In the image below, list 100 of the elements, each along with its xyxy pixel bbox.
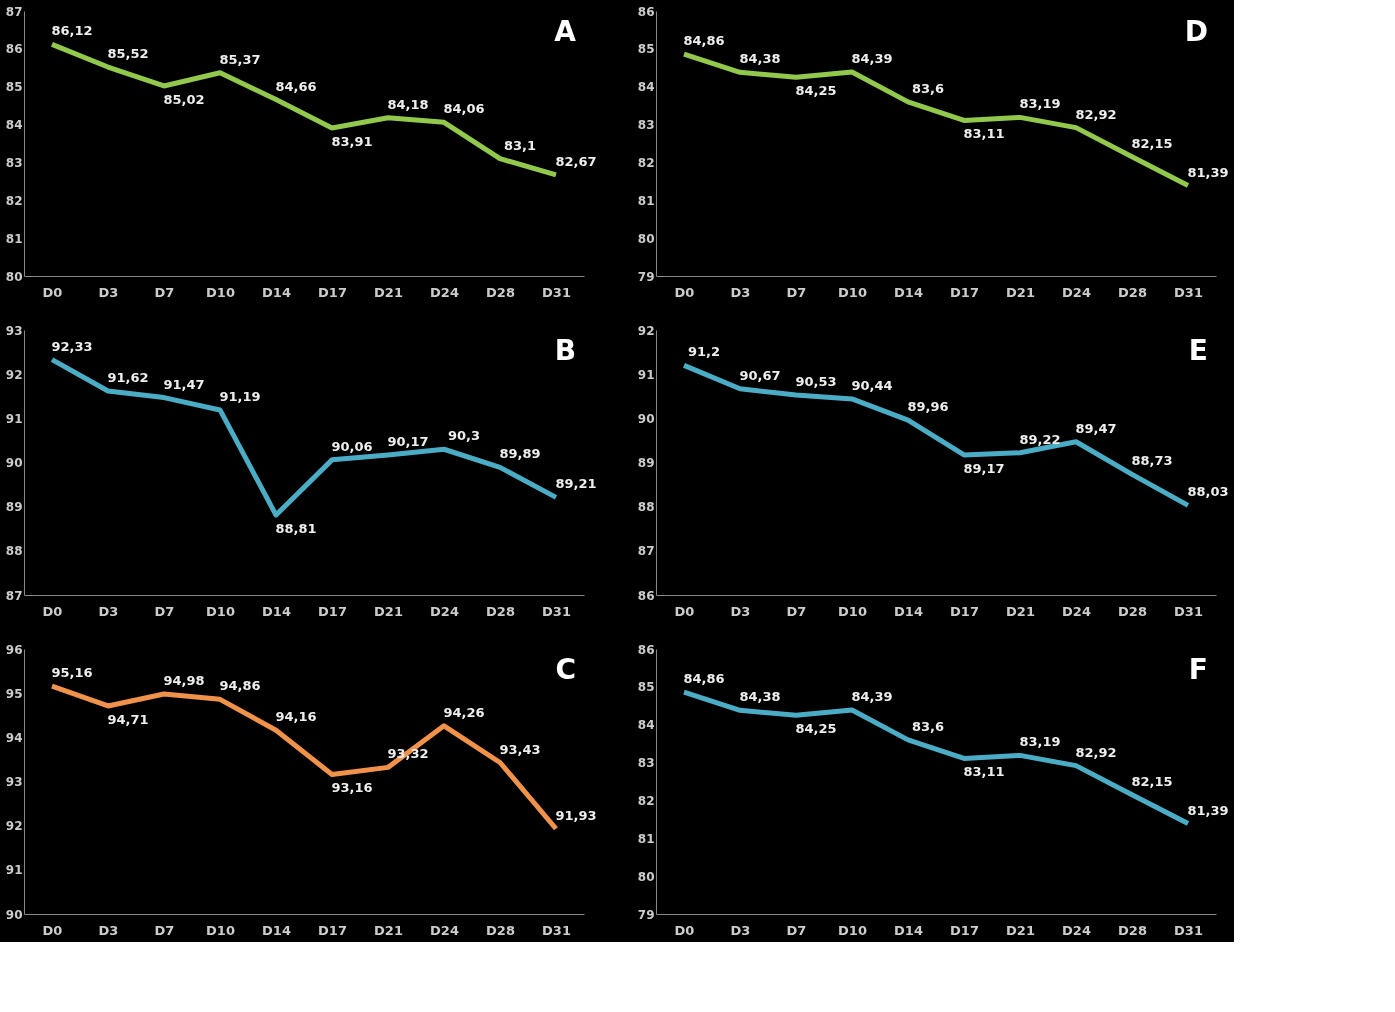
y-tick-label: 86 (637, 4, 655, 19)
data-label: 91,2 (687, 344, 721, 360)
y-tick-label: 92 (637, 323, 655, 338)
annotation: D (1184, 15, 1208, 48)
data-label: 83,11 (963, 126, 1005, 142)
x-tick-label: D0 (674, 284, 695, 300)
y-tick-label: 91 (5, 411, 23, 426)
data-label: 89,22 (1019, 431, 1061, 447)
data-label: 92,33 (51, 338, 93, 354)
y-tick-label: 88 (5, 544, 23, 559)
x-tick-label: D21 (374, 922, 403, 938)
data-label: 84,39 (851, 688, 893, 704)
data-label: 90,3 (447, 428, 481, 444)
data-label: 94,71 (107, 711, 149, 727)
y-tick-label: 96 (5, 642, 23, 657)
x-tick-label: D17 (950, 922, 979, 938)
data-label: 90,17 (387, 433, 429, 449)
data-label: 86,12 (51, 23, 93, 39)
x-tick-label: D24 (1062, 922, 1091, 938)
data-label: 88,03 (1187, 484, 1229, 500)
y-tick-label: 81 (5, 231, 23, 246)
y-tick-label: 80 (5, 269, 23, 284)
data-label: 91,19 (219, 388, 261, 404)
x-tick-label: D3 (98, 284, 119, 300)
annotation: C (555, 653, 576, 686)
x-tick-label: D10 (206, 603, 235, 619)
x-tick-label: D17 (950, 603, 979, 619)
data-label: 84,18 (387, 96, 429, 112)
y-tick-label: 86 (5, 42, 23, 57)
x-tick-label: D21 (374, 284, 403, 300)
data-label: 84,38 (739, 689, 781, 705)
x-tick-label: D3 (98, 922, 119, 938)
x-tick-label: D0 (42, 284, 63, 300)
data-label: 88,81 (275, 521, 317, 537)
x-tick-label: D14 (894, 922, 923, 938)
x-tick-label: D24 (430, 603, 459, 619)
y-tick-label: 81 (637, 831, 655, 846)
x-tick-label: D14 (262, 922, 291, 938)
y-tick-label: 90 (5, 907, 23, 922)
y-tick-label: 82 (5, 193, 23, 208)
y-tick-label: 91 (5, 863, 23, 878)
y-tick-label: 85 (637, 680, 655, 695)
data-label: 91,93 (555, 807, 597, 823)
data-label: 93,43 (499, 741, 541, 757)
x-tick-label: D10 (206, 922, 235, 938)
y-tick-label: 88 (637, 500, 655, 515)
data-label: 82,67 (555, 153, 597, 169)
y-tick-label: 89 (5, 500, 23, 515)
y-tick-label: 91 (637, 367, 655, 382)
x-tick-label: D21 (1006, 603, 1035, 619)
data-label: 83,11 (963, 764, 1005, 780)
x-tick-label: D10 (838, 603, 867, 619)
y-tick-label: 89 (637, 456, 655, 470)
y-tick-label: 90 (637, 411, 655, 426)
data-label: 84,86 (683, 33, 725, 49)
x-tick-label: D28 (1118, 284, 1147, 300)
x-tick-label: D17 (318, 922, 347, 938)
data-label: 85,52 (107, 46, 149, 62)
y-tick-label: 81 (637, 193, 655, 208)
data-label: 93,16 (331, 780, 373, 796)
data-label: 83,6 (911, 80, 945, 96)
x-tick-label: D31 (542, 603, 571, 619)
data-label: 83,19 (1019, 96, 1061, 112)
annotation: B (554, 334, 576, 367)
x-tick-label: D28 (486, 922, 515, 938)
y-tick-label: 94 (5, 730, 23, 745)
data-label: 89,17 (963, 460, 1005, 476)
y-tick-label: 86 (637, 642, 655, 657)
data-label: 83,91 (331, 133, 373, 149)
annotation: A (554, 15, 577, 48)
x-tick-label: D14 (262, 284, 291, 300)
y-tick-label: 92 (5, 819, 23, 834)
annotation: E (1188, 334, 1208, 367)
data-label: 94,16 (275, 709, 317, 725)
data-label: 89,96 (907, 399, 949, 415)
data-label: 83,1 (503, 137, 537, 153)
data-label: 84,06 (443, 101, 485, 117)
data-label: 94,26 (443, 704, 485, 720)
y-tick-label: 82 (637, 793, 655, 808)
data-label: 84,39 (851, 50, 893, 66)
y-tick-label: 95 (5, 686, 23, 701)
data-label: 85,37 (219, 51, 261, 67)
x-tick-label: D28 (486, 284, 515, 300)
data-label: 90,53 (795, 373, 837, 389)
y-tick-label: 85 (5, 80, 23, 95)
x-tick-label: D0 (42, 922, 63, 938)
y-tick-label: 80 (637, 869, 655, 884)
data-label: 90,44 (851, 377, 893, 393)
x-tick-label: D24 (1062, 603, 1091, 619)
data-label: 89,89 (499, 446, 541, 462)
x-tick-label: D21 (374, 603, 403, 619)
data-label: 81,39 (1187, 164, 1229, 180)
x-tick-label: D3 (98, 603, 119, 619)
x-tick-label: D3 (730, 603, 751, 619)
data-label: 89,47 (1075, 420, 1117, 436)
x-tick-label: D28 (1118, 603, 1147, 619)
data-label: 81,39 (1187, 802, 1229, 818)
y-tick-label: 92 (5, 367, 23, 382)
data-label: 90,67 (739, 367, 781, 383)
y-tick-label: 86 (637, 588, 655, 603)
